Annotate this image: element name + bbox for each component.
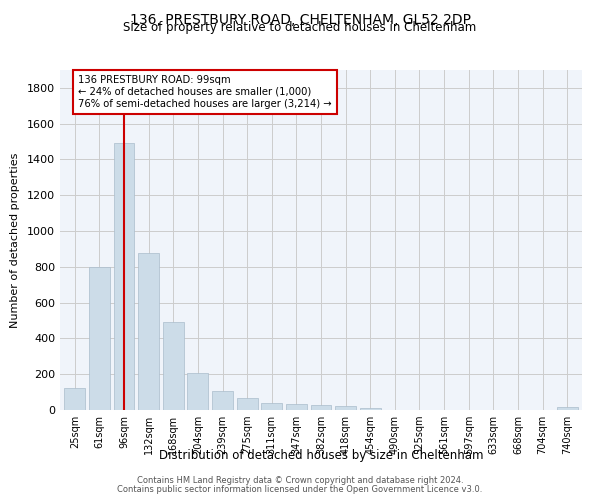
Y-axis label: Number of detached properties: Number of detached properties bbox=[10, 152, 20, 328]
Bar bbox=[163, 322, 184, 410]
Text: Size of property relative to detached houses in Cheltenham: Size of property relative to detached ho… bbox=[124, 22, 476, 35]
Text: Contains HM Land Registry data © Crown copyright and database right 2024.: Contains HM Land Registry data © Crown c… bbox=[137, 476, 463, 485]
Bar bbox=[113, 144, 134, 410]
Bar bbox=[236, 398, 257, 410]
Bar bbox=[557, 408, 578, 410]
Text: 136, PRESTBURY ROAD, CHELTENHAM, GL52 2DP: 136, PRESTBURY ROAD, CHELTENHAM, GL52 2D… bbox=[130, 12, 470, 26]
Bar bbox=[261, 403, 282, 410]
Bar bbox=[64, 388, 85, 410]
Bar bbox=[286, 404, 307, 410]
Bar bbox=[335, 406, 356, 410]
Text: Contains public sector information licensed under the Open Government Licence v3: Contains public sector information licen… bbox=[118, 484, 482, 494]
Bar bbox=[138, 252, 159, 410]
Text: Distribution of detached houses by size in Cheltenham: Distribution of detached houses by size … bbox=[159, 448, 483, 462]
Text: 136 PRESTBURY ROAD: 99sqm
← 24% of detached houses are smaller (1,000)
76% of se: 136 PRESTBURY ROAD: 99sqm ← 24% of detac… bbox=[79, 76, 332, 108]
Bar bbox=[360, 408, 381, 410]
Bar bbox=[311, 404, 331, 410]
Bar bbox=[212, 391, 233, 410]
Bar bbox=[89, 267, 110, 410]
Bar bbox=[187, 374, 208, 410]
